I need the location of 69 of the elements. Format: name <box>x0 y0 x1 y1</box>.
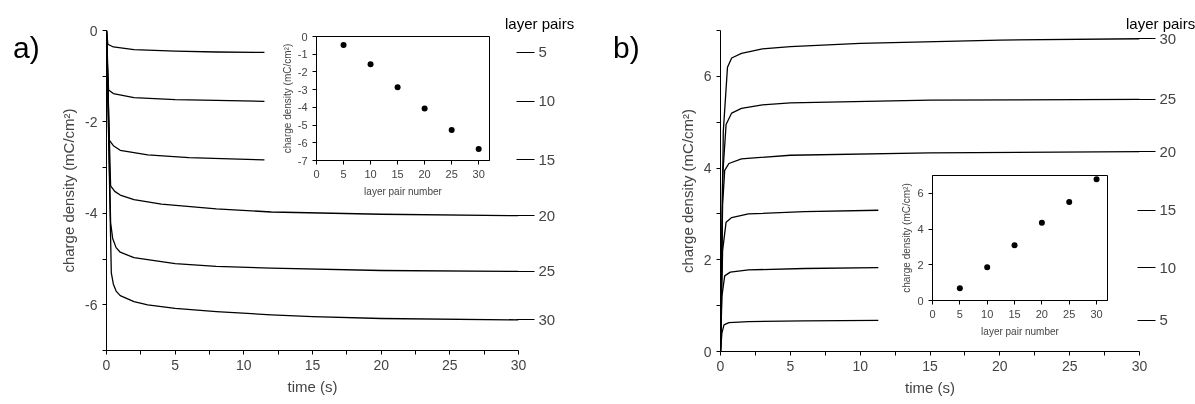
y-tick-label: 2 <box>917 258 924 271</box>
x-tick-label: 20 <box>992 357 1008 374</box>
x-tick-label: 10 <box>852 357 869 374</box>
x-tick-label: 0 <box>313 167 320 180</box>
x-tick-label: 10 <box>236 356 252 373</box>
legend-title: layer pairs <box>1126 14 1195 34</box>
x-tick-label: 5 <box>171 356 180 373</box>
x-tick-label: 5 <box>786 357 795 374</box>
y-tick-label: -3 <box>297 83 308 96</box>
legend-label: 25 <box>538 262 556 280</box>
y-tick-label: -1 <box>297 48 308 61</box>
chart-title: b) <box>613 30 640 66</box>
y-axis-title: charge density (mC/cm²) <box>60 108 78 273</box>
x-tick-label: 25 <box>1061 357 1078 374</box>
y-tick-label: -6 <box>297 136 308 149</box>
y-axis-title: charge density (mC/cm²) <box>901 183 913 293</box>
y-tick-label: 4 <box>917 223 924 236</box>
legend-label: 15 <box>1159 201 1177 219</box>
x-tick-label: 10 <box>981 307 994 320</box>
legend-label: 20 <box>1159 142 1177 160</box>
y-tick-label: -6 <box>85 296 98 313</box>
x-tick-label: 20 <box>1035 307 1049 320</box>
y-tick-label: -7 <box>297 154 308 167</box>
x-tick-label: 5 <box>340 167 347 180</box>
x-tick-label: 20 <box>373 356 390 373</box>
chart-title: a) <box>13 30 40 66</box>
y-axis-title: charge density (mC/cm²) <box>678 108 696 274</box>
y-tick-label: 2 <box>703 251 712 268</box>
x-tick-label: 30 <box>1131 357 1148 374</box>
legend-label: 20 <box>538 206 556 224</box>
y-tick-label: 0 <box>917 294 924 307</box>
x-tick-label: 30 <box>510 356 527 373</box>
x-tick-label: 15 <box>922 357 938 374</box>
x-tick-label: 15 <box>391 167 404 180</box>
legend-label: 5 <box>538 43 547 61</box>
x-tick-label: 20 <box>418 167 431 180</box>
x-tick-label: 15 <box>1008 307 1021 320</box>
x-axis-title: layer pair number <box>981 325 1060 337</box>
y-tick-label: -2 <box>85 113 98 130</box>
y-tick-label: -2 <box>297 65 308 78</box>
y-tick-label: 0 <box>301 30 308 43</box>
legend-label: 10 <box>538 92 556 110</box>
y-tick-label: 6 <box>703 68 712 85</box>
x-tick-label: 0 <box>716 357 725 374</box>
legend-label: 10 <box>1159 258 1177 276</box>
x-tick-label: 30 <box>472 167 485 180</box>
x-tick-label: 0 <box>102 356 111 373</box>
y-tick-label: -5 <box>297 119 308 132</box>
legend-title: layer pairs <box>505 14 575 34</box>
x-tick-label: 5 <box>956 307 963 320</box>
legend-label: 15 <box>538 150 556 168</box>
x-tick-label: 0 <box>929 307 936 320</box>
y-tick-label: -4 <box>85 205 98 222</box>
x-tick-label: 15 <box>304 356 321 373</box>
y-tick-label: 0 <box>703 343 712 360</box>
x-tick-label: 25 <box>1063 307 1076 320</box>
x-axis-title: layer pair number <box>364 185 443 197</box>
legend-label: 25 <box>1159 90 1177 108</box>
x-axis-title: time (s) <box>287 377 338 395</box>
x-tick-label: 30 <box>1090 307 1103 320</box>
y-tick-label: 0 <box>89 22 98 39</box>
y-axis-title: charge density (mC/cm²) <box>281 43 293 154</box>
y-tick-label: -4 <box>297 101 308 114</box>
x-tick-label: 10 <box>364 167 377 180</box>
y-tick-label: 6 <box>917 187 924 200</box>
x-axis-title: time (s) <box>905 378 955 396</box>
x-tick-label: 25 <box>442 356 458 373</box>
x-tick-label: 25 <box>445 167 458 180</box>
y-tick-label: 4 <box>703 160 712 177</box>
